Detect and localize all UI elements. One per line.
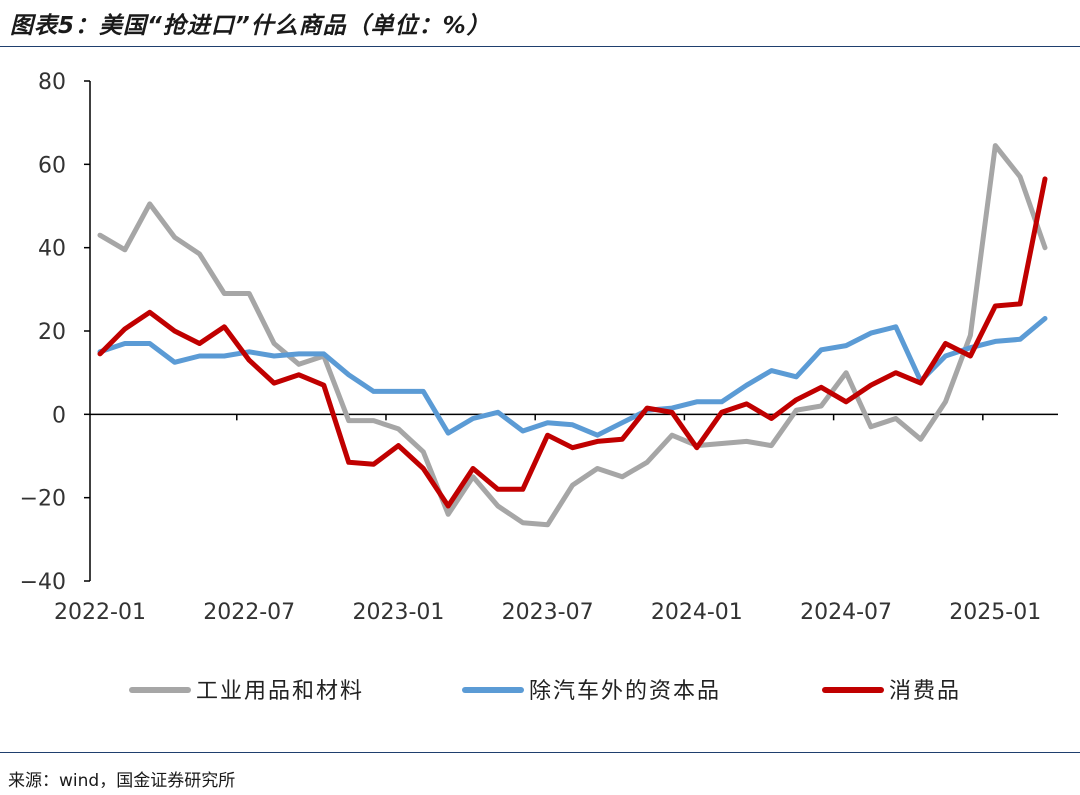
y-tick-label: −40 xyxy=(20,570,66,595)
series-line-3 xyxy=(97,176,1048,509)
series-line-1 xyxy=(97,143,1048,528)
y-tick-label: 80 xyxy=(38,70,66,95)
series-line-2 xyxy=(97,316,1048,438)
x-tick-label: 2024-01 xyxy=(651,600,743,625)
legend-label-3: 消费品 xyxy=(889,679,961,704)
y-tick-label: 20 xyxy=(38,320,66,345)
chart-title: 图表5：美国“抢进口”什么商品（单位：%） xyxy=(10,13,491,39)
x-tick-label: 2023-01 xyxy=(352,600,444,625)
y-tick-label: 40 xyxy=(38,237,66,262)
x-tick-label: 2024-07 xyxy=(800,600,892,625)
line-chart: −40 −20 0 20 40 60 80 2022-01 2022-07 2023-01 2023… xyxy=(20,70,1058,704)
legend-label-2: 除汽车外的资本品 xyxy=(529,679,721,704)
x-tick-label: 2023-07 xyxy=(502,600,594,625)
x-tick-label: 2025-01 xyxy=(949,600,1041,625)
y-tick-label: 0 xyxy=(52,403,66,428)
x-tick-label: 2022-01 xyxy=(54,600,146,625)
y-tick-label: −20 xyxy=(20,487,66,512)
footer-divider xyxy=(0,752,1080,753)
source-note: 来源：wind，国金证券研究所 xyxy=(8,771,236,791)
x-tick-label: 2022-07 xyxy=(203,600,295,625)
legend-label-1: 工业用品和材料 xyxy=(196,679,364,704)
chart-header: 图表5：美国“抢进口”什么商品（单位：%） xyxy=(0,0,1080,47)
y-tick-label: 60 xyxy=(38,153,66,178)
